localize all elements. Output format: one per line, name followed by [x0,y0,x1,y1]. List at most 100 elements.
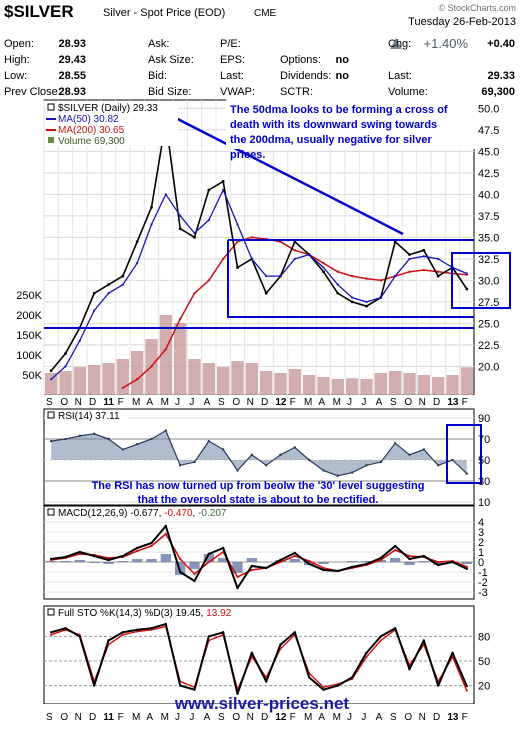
date-tick-label: 13 [447,397,459,408]
macd-hist-bar [103,562,114,564]
price-point [150,205,153,209]
ma200-point [178,317,182,321]
sto-axis: 80 50 20 [478,631,490,692]
rsi-panel: RSI(14) 37.11 The RSI has now turned up … [43,408,490,509]
sto-k-point [264,680,268,683]
macd-hist-bar [433,562,444,565]
quote-label: Dividends: [280,70,331,82]
sto-d-point [465,689,468,692]
date-tick-label: N [247,712,254,723]
quote-label: Last: [220,70,244,82]
macd-point [49,557,53,561]
quote-label: Bid Size: [148,86,191,98]
macd-path [51,525,468,589]
ma50-path [50,189,468,380]
rsi-legend-swatch [47,411,55,419]
date-tick-label: S [46,397,53,408]
volume-bars [45,315,473,395]
macd-signal-point [236,575,239,579]
volume-tick-label: 250K [16,290,42,302]
macd-hist-bar [132,559,143,562]
rsi-legend: RSI(14) 37.11 [58,411,120,422]
ma200-point [236,240,239,243]
quote-label: Chg: [388,38,411,50]
ma50-point [293,257,296,260]
annotation-line: The 50dma looks to be forming a cross of [230,104,448,116]
rsi-point [436,464,440,467]
rsi-axis: 90 70 50 30 10 [478,413,490,509]
macd-hist-bar [390,558,401,562]
macd-signal-point [150,544,153,548]
ma50-point [265,274,268,278]
rsi-point [365,464,368,467]
ma200-point [293,249,297,252]
volume-bar [446,375,459,395]
sto-panel-frame [43,605,475,705]
macd-point [393,544,397,548]
date-tick-label: 11 [103,712,114,723]
ma50-point [279,274,282,278]
bottom-date-axis: S O N D 11 F M A M J J A S O N D 12 F M A M J J A S O N D 13 F [46,712,468,723]
macd-point [307,562,311,566]
macd-point [78,550,82,554]
sto-tick-label: 80 [478,631,490,643]
date-tick-label: F [462,712,468,723]
ma50-point [322,266,325,269]
price-tick-label: 47.5 [478,125,499,137]
macd-point [379,556,383,560]
date-tick-label: F [118,397,124,408]
date-tick-label: M [161,397,169,408]
volume-bar [88,365,101,395]
volume-bar [260,371,273,395]
macd-point [465,567,469,570]
macd-signal-point [293,554,296,558]
volume-bar [432,377,445,395]
sto-k-point [78,635,82,638]
ma200-point [193,292,196,295]
macd-tick-label: -1 [478,567,488,579]
date-tick-label: M [132,712,140,723]
ma200-point [350,274,354,278]
macd-legend-swatch [47,508,55,516]
macd-point [121,554,125,558]
ma50-point [93,309,96,312]
date-tick-label: O [60,712,68,723]
macd-legend-hist: -0.207 [198,508,227,519]
macd-signal-point [394,548,397,552]
date-tick-label: J [189,712,194,723]
macd-point [264,566,268,570]
macd-hist-bar [146,559,157,562]
ma50-point [250,257,253,260]
rsi-point [307,458,311,462]
volume-bar [202,363,215,395]
volume-bar [217,367,230,395]
macd-signal-point [408,554,411,558]
rsi-point [78,434,82,438]
macd-tick-label: 0 [478,557,484,569]
macd-grid [44,521,474,593]
date-tick-label: J [189,397,194,408]
sto-k-point [307,676,311,679]
annotation-line: that the oversold state is about to be r… [138,494,379,506]
price-point [365,304,368,308]
macd-histogram [46,554,472,575]
sto-k-point [121,631,125,634]
site-url[interactable]: www.silver-prices.net [174,694,349,713]
date-tick-label: O [232,397,240,408]
volume-bar [131,351,144,395]
volume-bar [346,378,359,395]
volume-bar [374,373,387,395]
rsi-point [465,472,469,475]
sto-k-point [350,676,354,679]
rsi-line [49,429,469,477]
sto-legend: Full STO %K(14,3) %D(3) 19.45, 13.92 [58,608,232,619]
volume-bar [303,375,316,395]
macd-tick-label: 4 [478,517,484,529]
sto-k-point [293,631,297,634]
macd-point [365,562,368,566]
price-point [350,300,354,304]
date-tick-label: A [204,397,211,408]
sto-k-point [365,651,368,654]
annotation-box [226,99,476,149]
